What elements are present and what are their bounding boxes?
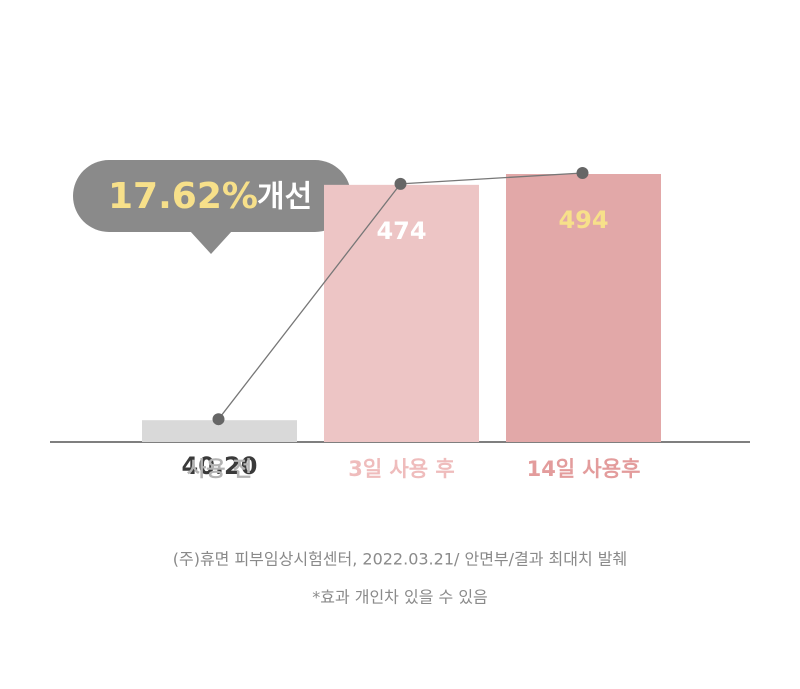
- badge-text: 개선: [257, 180, 312, 215]
- value-label: 474: [376, 217, 426, 245]
- trend-point: [394, 177, 407, 190]
- trend-point: [212, 413, 225, 426]
- badge-tail: [190, 231, 232, 254]
- value-label: 40.20: [182, 452, 258, 480]
- trend-point: [576, 167, 589, 179]
- x-tick-label: 3일 사용 후: [348, 457, 455, 481]
- badge-highlight: 17.62%: [108, 176, 258, 217]
- bar: [142, 420, 297, 442]
- bar: [506, 174, 661, 442]
- bar: [324, 184, 479, 442]
- source-note: (주)휴면 피부임상시험센터, 2022.03.21/ 안면부/결과 최대치 발…: [173, 550, 628, 569]
- x-tick-label: 사용 전: [187, 457, 252, 481]
- x-tick-label: 14일 사용후: [527, 457, 641, 481]
- disclaimer-note: *효과 개인차 있을 수 있음: [312, 588, 488, 607]
- value-label: 494: [558, 206, 608, 234]
- badge: [73, 160, 351, 232]
